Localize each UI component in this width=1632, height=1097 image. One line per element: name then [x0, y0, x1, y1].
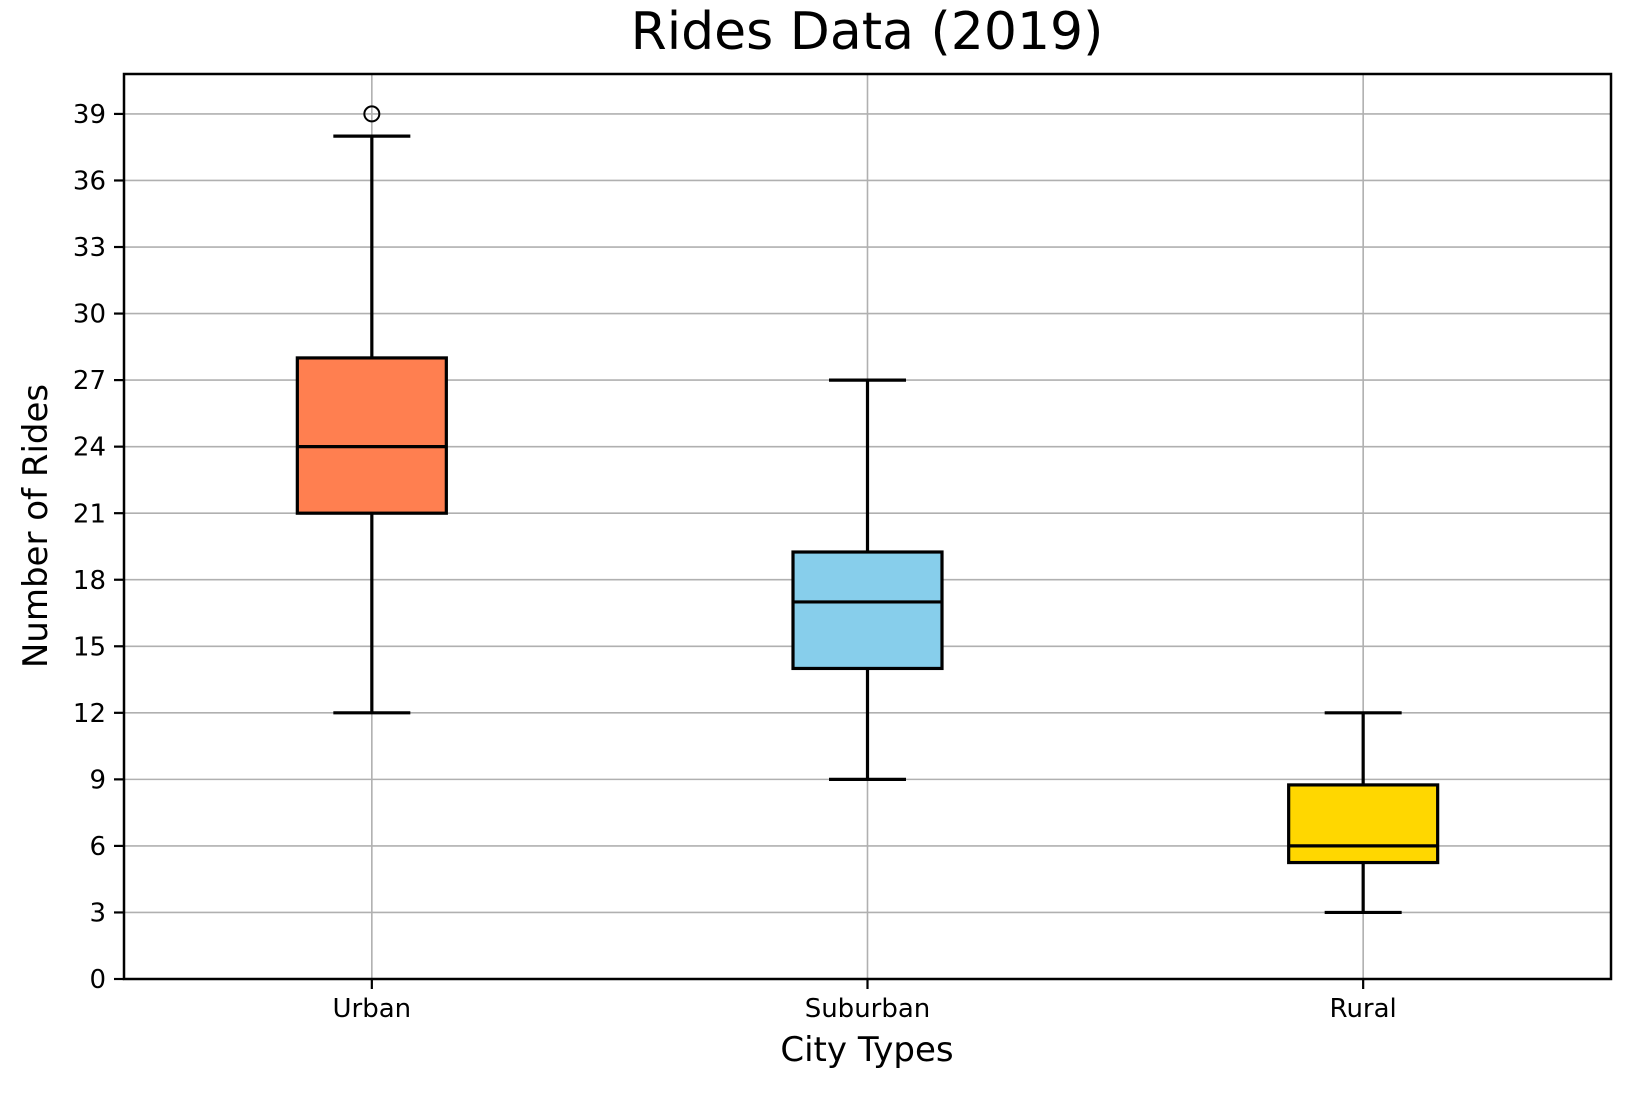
chart-title: Rides Data (2019) — [630, 2, 1104, 62]
box-suburban — [791, 550, 944, 671]
x-tick-label-rural: Rural — [1330, 994, 1397, 1024]
x-tick-label-urban: Urban — [333, 994, 412, 1024]
y-tick-label-12: 12 — [73, 699, 106, 729]
y-tick-label-18: 18 — [73, 566, 106, 596]
y-axis-title: Number of Rides — [16, 383, 56, 669]
box-rural — [1287, 783, 1440, 865]
y-tick-label-0: 0 — [89, 965, 106, 995]
y-tick-label-30: 30 — [73, 300, 106, 330]
box-urban — [295, 356, 448, 515]
y-tick-label-39: 39 — [73, 100, 106, 130]
x-tick-label-suburban: Suburban — [805, 994, 931, 1024]
outlier-urban-39 — [363, 105, 381, 123]
axes-frame — [122, 72, 1613, 981]
y-tick-label-9: 9 — [89, 765, 106, 795]
y-tick-label-24: 24 — [73, 433, 106, 463]
x-axis-title: City Types — [780, 1030, 954, 1070]
y-tick-label-3: 3 — [89, 899, 106, 929]
y-tick-label-27: 27 — [73, 366, 106, 396]
y-tick-label-33: 33 — [73, 233, 106, 263]
y-tick-label-21: 21 — [73, 499, 106, 529]
y-tick-label-6: 6 — [89, 832, 106, 862]
y-tick-label-36: 36 — [73, 167, 106, 197]
y-tick-label-15: 15 — [73, 632, 106, 662]
